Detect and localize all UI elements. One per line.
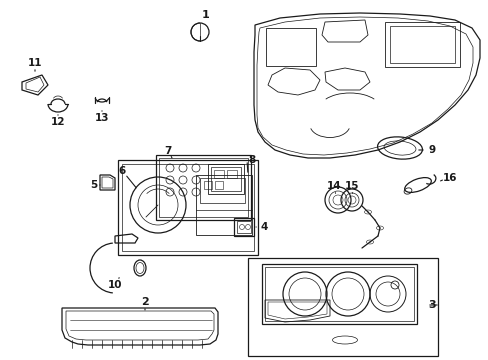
Text: 6: 6 [118, 166, 125, 176]
Text: 7: 7 [164, 146, 171, 156]
Bar [159, 158, 247, 217]
Bar [200, 178, 244, 203]
Bar [384, 22, 459, 67]
Text: 3: 3 [427, 300, 435, 310]
Text: 2: 2 [141, 297, 148, 307]
Text: 9: 9 [427, 145, 435, 155]
Bar [156, 155, 250, 220]
Bar [207, 164, 244, 194]
Text: 4: 4 [260, 222, 267, 232]
Bar [196, 175, 251, 235]
Bar [215, 181, 223, 189]
Text: 13: 13 [95, 113, 109, 123]
Bar [262, 264, 416, 324]
Bar [226, 170, 237, 178]
Text: 11: 11 [28, 58, 42, 68]
Bar [265, 28, 315, 66]
Bar [214, 170, 224, 178]
Bar [118, 160, 258, 255]
Text: 14: 14 [326, 181, 341, 191]
Bar [122, 164, 253, 251]
Text: 10: 10 [107, 280, 122, 290]
Text: 8: 8 [248, 155, 255, 165]
Bar [247, 258, 437, 356]
Text: 15: 15 [344, 181, 359, 191]
Bar [237, 221, 250, 233]
Bar [389, 26, 454, 63]
Bar [203, 181, 212, 189]
Text: 16: 16 [442, 173, 456, 183]
Text: 12: 12 [51, 117, 65, 127]
Bar [264, 267, 413, 321]
Bar [210, 167, 241, 191]
Text: 1: 1 [202, 10, 209, 20]
Text: 5: 5 [90, 180, 98, 190]
Bar [234, 218, 253, 236]
